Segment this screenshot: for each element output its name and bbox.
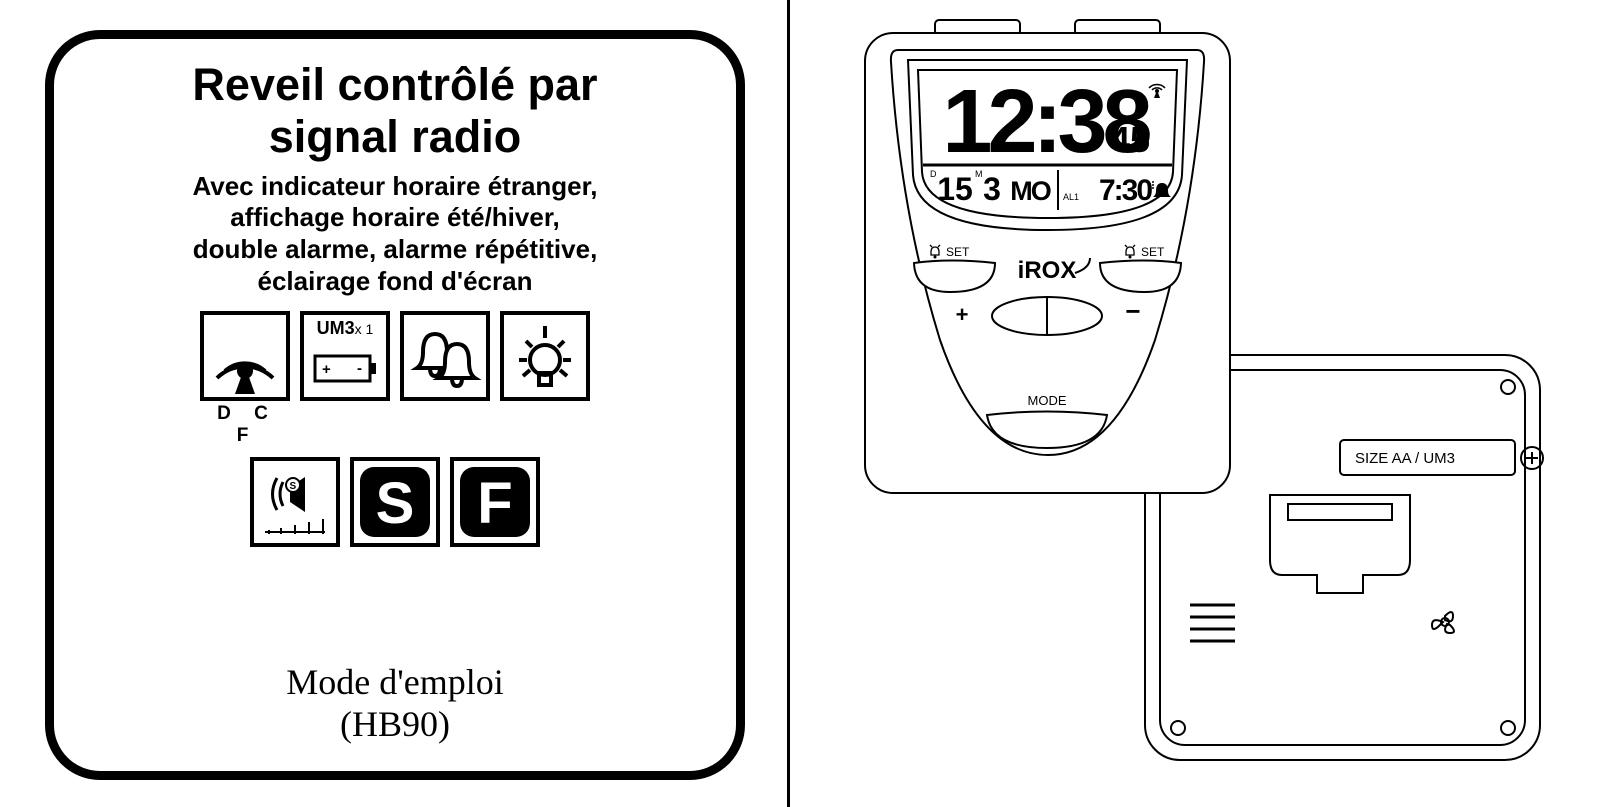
dcf-label: D C F — [204, 403, 290, 447]
lcd-alarm-time: 7:30 — [1099, 174, 1152, 207]
format-icon: F — [450, 457, 540, 547]
double-alarm-icon — [400, 311, 490, 401]
icons-row-2: S S — [84, 457, 706, 547]
lcd-date-day: 15 — [937, 171, 973, 207]
product-title: Reveil contrôlé par signal radio — [84, 59, 706, 163]
title-line1: Reveil contrôlé par — [192, 59, 597, 110]
lcd-date-month: 3 — [983, 171, 1001, 207]
device-front: 12:38 45 D 15 M 3 MO AL1 7:30 — [865, 20, 1230, 493]
set-label-right: SET — [1141, 245, 1165, 259]
radio-signal-icon — [200, 311, 290, 401]
svg-text:-: - — [357, 360, 362, 377]
device-diagram: SIZE AA / UM3 — [790, 0, 1597, 807]
snooze-letter: S — [376, 471, 415, 536]
model-number: (HB90) — [340, 704, 450, 744]
battery-icon: UM3x 1 + - — [300, 311, 390, 401]
lcd-m-label: M — [975, 169, 983, 179]
format-letter: F — [477, 471, 512, 536]
snooze-icon: S — [350, 457, 440, 547]
plus-label: + — [956, 302, 969, 327]
crescendo-alarm-icon: S — [250, 457, 340, 547]
feat4: éclairage fond d'écran — [258, 266, 533, 296]
feat2: affichage horaire été/hiver, — [230, 202, 559, 232]
right-panel: SIZE AA / UM3 — [790, 0, 1597, 807]
mode-emploi-text: Mode d'emploi — [286, 662, 503, 702]
feat3: double alarme, alarme répétitive, — [193, 234, 598, 264]
title-line2: signal radio — [269, 111, 522, 162]
um3-text: UM3 — [317, 318, 355, 338]
lcd-al1: AL1 — [1063, 192, 1079, 202]
title-card: Reveil contrôlé par signal radio Avec in… — [45, 30, 745, 780]
um3-qty: x 1 — [355, 321, 374, 337]
svg-text:+: + — [322, 361, 331, 378]
set-label-left: SET — [946, 245, 970, 259]
backlight-icon — [500, 311, 590, 401]
speaker-s: S — [290, 481, 297, 492]
feat1: Avec indicateur horaire étranger, — [192, 171, 597, 201]
manual-label: Mode d'emploi (HB90) — [84, 662, 706, 745]
mode-label: MODE — [1028, 393, 1067, 408]
lcd-seconds: 45 — [1110, 119, 1150, 160]
battery-size-label: SIZE AA / UM3 — [1355, 450, 1455, 467]
brand-label: iROX — [1018, 257, 1077, 284]
lcd-d-label: D — [930, 169, 937, 179]
lcd-weekday: MO — [1010, 176, 1050, 206]
minus-label: − — [1125, 296, 1140, 326]
icons-row-1: D C F UM3x 1 + - — [84, 311, 706, 447]
battery-label: UM3x 1 — [304, 318, 386, 339]
dcf-icon-wrap: D C F — [200, 311, 290, 447]
left-panel: Reveil contrôlé par signal radio Avec in… — [0, 0, 790, 807]
features-list: Avec indicateur horaire étranger, affich… — [84, 171, 706, 298]
